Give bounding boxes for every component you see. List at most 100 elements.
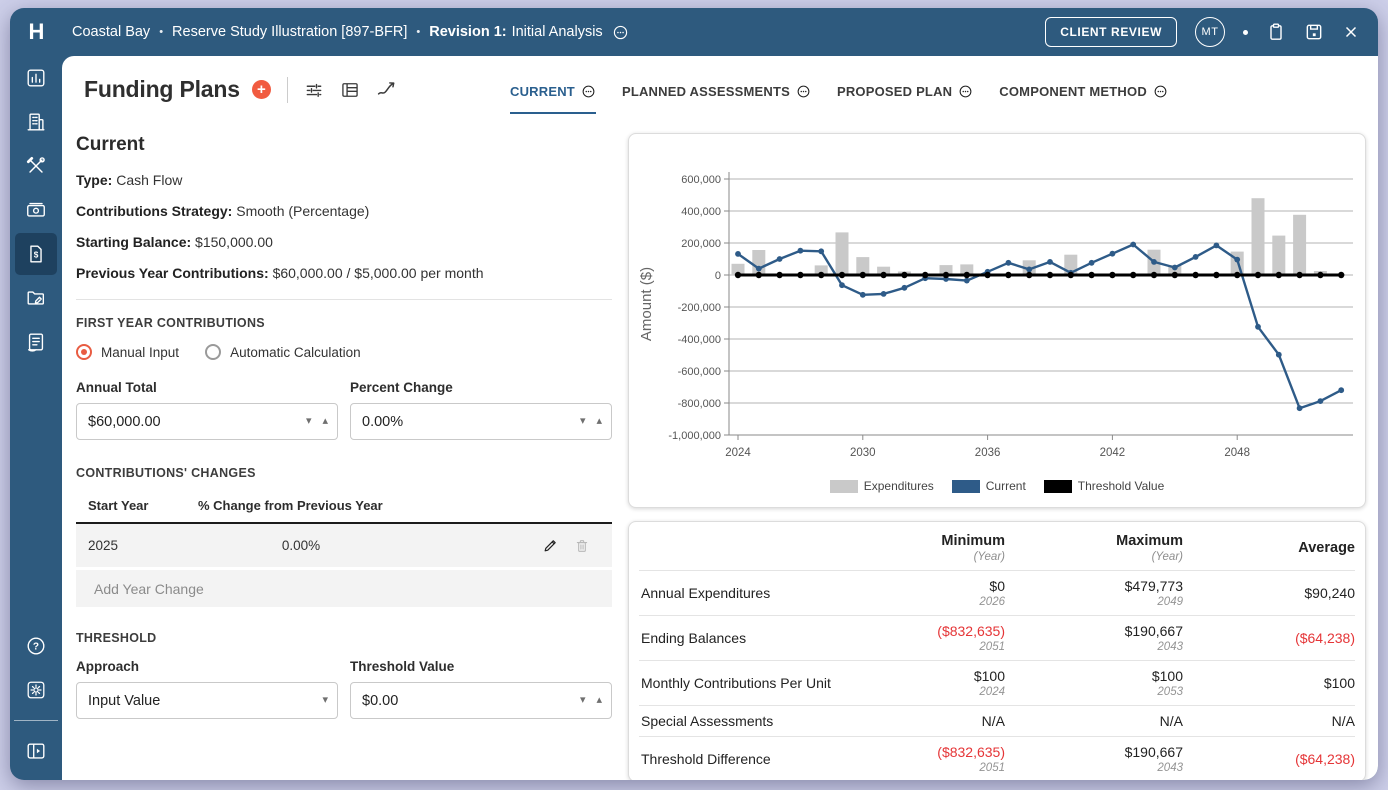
table-view-icon[interactable]: [340, 80, 360, 100]
tab-label: COMPONENT METHOD: [999, 84, 1147, 99]
main-content: Funding Plans +: [62, 56, 1378, 780]
tab-component-method[interactable]: COMPONENT METHOD: [999, 84, 1168, 114]
breadcrumb-project: Coastal Bay: [72, 24, 150, 40]
breadcrumb-revision-name: Initial Analysis: [512, 24, 603, 40]
approach-select[interactable]: Input Value ▾: [76, 682, 338, 719]
tab-planned-assessments[interactable]: PLANNED ASSESSMENTS: [622, 84, 811, 114]
approach-label: Approach: [76, 659, 338, 674]
legend-label: Current: [986, 479, 1026, 493]
report-icon: [25, 331, 47, 353]
summary-table-card: Minimum (Year) Maximum (Year) Average An…: [628, 521, 1366, 780]
changes-col-start-year: Start Year: [76, 498, 198, 513]
summary-cell-max: $190,6672043: [1005, 623, 1183, 653]
plan-field-starting-balance: Starting Balance: $150,000.00: [76, 234, 612, 250]
collapse-panel-icon: [25, 740, 47, 762]
sidebar: $ ?: [10, 56, 62, 780]
tools-icon: [25, 155, 47, 177]
summary-cell-max: $479,7732049: [1005, 578, 1183, 608]
adjustments-icon[interactable]: [304, 80, 324, 100]
breadcrumb-revision-label: Revision 1:: [429, 24, 506, 40]
edit-row-button[interactable]: [542, 537, 559, 554]
summary-col-maximum: Maximum: [1005, 533, 1183, 549]
avatar[interactable]: MT: [1195, 17, 1225, 47]
sidebar-item-cash[interactable]: [15, 189, 57, 231]
breadcrumb-separator: •: [159, 26, 163, 38]
summary-table-body: Annual Expenditures$02026$479,7732049$90…: [639, 571, 1355, 780]
summary-row-threshold-difference: Threshold Difference($832,635)2051$190,6…: [639, 737, 1355, 780]
summary-row-annual-expenditures: Annual Expenditures$02026$479,7732049$90…: [639, 571, 1355, 616]
start-year-value: 2025: [76, 538, 198, 553]
approach-value: Input Value: [77, 693, 337, 709]
threshold-value-input-wrap: ▾ ▴: [350, 682, 612, 719]
svg-text:200,000: 200,000: [681, 238, 721, 250]
status-dot: [1243, 30, 1248, 35]
svg-text:2024: 2024: [725, 447, 751, 459]
legend-label: Expenditures: [864, 479, 934, 493]
results-panel: 600,000400,000200,0000-200,000-400,000-6…: [628, 133, 1366, 780]
threshold-section-title: THRESHOLD: [76, 631, 612, 645]
plan-field-previous-year-contributions: Previous Year Contributions: $60,000.00 …: [76, 265, 612, 281]
client-review-button[interactable]: CLIENT REVIEW: [1045, 17, 1177, 47]
clipboard-icon[interactable]: [1266, 22, 1286, 42]
add-funding-plan-button[interactable]: +: [252, 80, 271, 99]
changes-table-header: Start Year % Change from Previous Year: [76, 494, 612, 524]
sidebar-item-tools[interactable]: [15, 145, 57, 187]
page-header: Funding Plans +: [62, 56, 1378, 120]
section-divider: [76, 299, 612, 300]
tab-label: PROPOSED PLAN: [837, 84, 952, 99]
tab-proposed-plan[interactable]: PROPOSED PLAN: [837, 84, 973, 114]
increment-icon[interactable]: ▴: [596, 695, 602, 706]
decrement-icon[interactable]: ▾: [306, 416, 312, 427]
document-dollar-icon: $: [25, 243, 47, 265]
revision-more-options-icon[interactable]: [612, 24, 629, 41]
annual-total-input-wrap: ▾ ▴: [76, 403, 338, 440]
add-year-change-row[interactable]: Add Year Change: [76, 570, 612, 607]
app-header: H Coastal Bay • Reserve Study Illustrati…: [10, 8, 1378, 56]
close-icon[interactable]: [1342, 23, 1360, 41]
summary-cell-max: $1002053: [1005, 668, 1183, 698]
app-window: H Coastal Bay • Reserve Study Illustrati…: [10, 8, 1378, 780]
svg-text:-1,000,000: -1,000,000: [668, 430, 721, 442]
breadcrumb: Coastal Bay • Reserve Study Illustration…: [72, 24, 629, 41]
radio-automatic-calculation[interactable]: Automatic Calculation: [205, 344, 361, 360]
trend-view-icon[interactable]: [376, 79, 397, 100]
sidebar-item-properties[interactable]: [15, 101, 57, 143]
tab-more-options-icon[interactable]: [1153, 84, 1168, 99]
svg-text:-800,000: -800,000: [678, 398, 721, 410]
collapse-sidebar-button[interactable]: [15, 730, 57, 772]
sidebar-item-funding[interactable]: $: [15, 233, 57, 275]
decrement-icon[interactable]: ▾: [580, 416, 586, 427]
summary-cell-avg: ($64,238): [1183, 751, 1355, 767]
summary-row-label: Monthly Contributions Per Unit: [639, 675, 855, 691]
summary-row-label: Threshold Difference: [639, 751, 855, 767]
summary-cell-avg: ($64,238): [1183, 630, 1355, 646]
sidebar-item-projects[interactable]: [15, 277, 57, 319]
delete-row-button[interactable]: [574, 538, 590, 554]
funding-plan-form: Current Type: Cash FlowContributions Str…: [76, 120, 612, 719]
increment-icon[interactable]: ▴: [322, 416, 328, 427]
annual-total-input[interactable]: [77, 414, 337, 430]
sidebar-item-reports[interactable]: [15, 321, 57, 363]
settings-button[interactable]: [15, 669, 57, 711]
tab-more-options-icon[interactable]: [581, 84, 596, 99]
header-actions: CLIENT REVIEW MT: [1045, 17, 1378, 47]
increment-icon[interactable]: ▴: [596, 416, 602, 427]
help-button[interactable]: ?: [15, 625, 57, 667]
funding-chart-card: 600,000400,000200,0000-200,000-400,000-6…: [628, 133, 1366, 508]
tab-more-options-icon[interactable]: [796, 84, 811, 99]
sidebar-divider: [14, 720, 58, 721]
sidebar-item-dashboard[interactable]: [15, 57, 57, 99]
tab-more-options-icon[interactable]: [958, 84, 973, 99]
threshold-value-input[interactable]: [351, 693, 611, 709]
legend-item-expenditures: Expenditures: [830, 479, 934, 493]
help-icon: ?: [25, 635, 47, 657]
tab-current[interactable]: CURRENT: [510, 84, 596, 114]
decrement-icon[interactable]: ▾: [580, 695, 586, 706]
percent-change-input[interactable]: [351, 414, 611, 430]
radio-manual-input[interactable]: Manual Input: [76, 344, 179, 360]
svg-text:-600,000: -600,000: [678, 366, 721, 378]
radio-dot: [205, 344, 221, 360]
save-icon[interactable]: [1304, 22, 1324, 42]
tab-label: CURRENT: [510, 84, 575, 99]
app-logo[interactable]: H: [10, 19, 62, 45]
